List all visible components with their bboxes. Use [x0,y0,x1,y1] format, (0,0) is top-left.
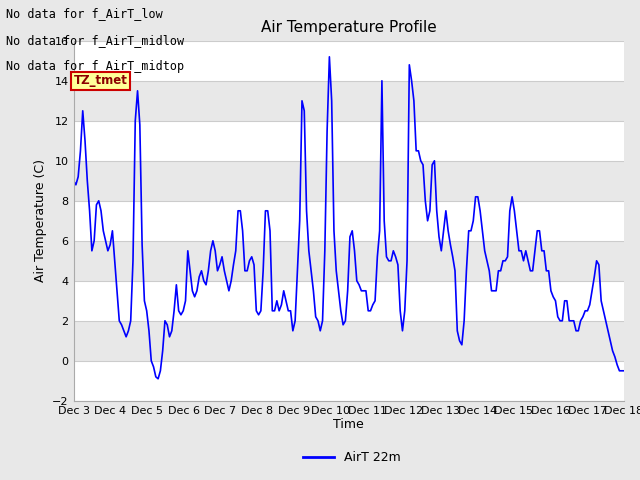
Bar [74,281,624,321]
Y-axis label: Air Temperature (C): Air Temperature (C) [34,159,47,282]
Bar [74,321,624,361]
Legend: AirT 22m: AirT 22m [298,446,406,469]
Bar [74,81,624,121]
Title: Air Temperature Profile: Air Temperature Profile [261,21,436,36]
Bar [74,121,624,161]
Text: No data for f_AirT_low: No data for f_AirT_low [6,7,163,20]
Bar [74,41,624,81]
Text: No data for f_AirT_midlow: No data for f_AirT_midlow [6,34,184,47]
Bar [74,361,624,401]
Text: No data for f_AirT_midtop: No data for f_AirT_midtop [6,60,184,73]
Bar [74,241,624,281]
Text: TZ_tmet: TZ_tmet [74,74,127,87]
Bar [74,161,624,201]
X-axis label: Time: Time [333,419,364,432]
Bar [74,201,624,241]
